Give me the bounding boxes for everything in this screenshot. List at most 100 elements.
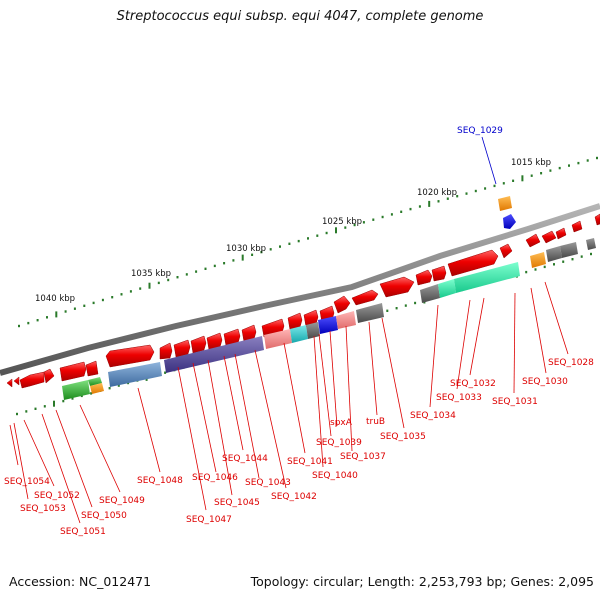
feature-arrow-blue: [503, 214, 516, 229]
feature-bar-green: [62, 380, 90, 400]
inner-tick: [80, 394, 83, 398]
label-leader-line: [223, 355, 244, 451]
scale-label-1040: 1040 kbp: [35, 294, 75, 304]
feature-bar-blue: [318, 316, 338, 334]
gene-arrow: [541, 230, 557, 244]
scale-tick: [55, 311, 58, 318]
inner-tick: [525, 270, 528, 274]
gene-label-seq-1047: SEQ_1047: [186, 515, 232, 525]
scale-tick: [549, 169, 552, 172]
gene-label-seq-1042: SEQ_1042: [271, 492, 317, 502]
label-leader-line: [23, 419, 55, 487]
feature-bar-teal: [438, 279, 456, 298]
scale-tick: [279, 245, 281, 248]
gene-arrow: [206, 332, 223, 351]
scale-tick: [390, 213, 393, 216]
scale-tick: [101, 298, 104, 302]
scale-tick: [437, 200, 440, 203]
scale-tick: [73, 307, 76, 310]
scale-tick: [297, 239, 300, 243]
scale-tick: [316, 234, 319, 237]
gene-arrow: [59, 361, 87, 382]
scale-tick: [456, 195, 459, 198]
label-leader-line: [234, 353, 260, 479]
gene-arrow: [415, 269, 433, 286]
inner-tick: [590, 252, 592, 256]
gene-arrow: [85, 360, 99, 377]
feature-bar-gray: [420, 284, 440, 303]
inner-tick: [395, 307, 398, 310]
feature-bar-steelblue: [108, 362, 162, 387]
gene-arrow: [173, 339, 191, 358]
gene-arrow: [594, 213, 600, 226]
scale-tick: [530, 174, 533, 177]
gene-label-seq-1050: SEQ_1050: [81, 511, 127, 521]
gene-label-seq-1048: SEQ_1048: [137, 476, 183, 486]
inner-tick: [34, 407, 37, 410]
scale-tick: [372, 218, 375, 221]
gene-arrow: [190, 335, 207, 354]
scale-label-1015: 1015 kbp: [511, 158, 551, 168]
label-leader-line: [456, 299, 471, 390]
scale-tick: [111, 296, 114, 299]
gene-label-seq-1052: SEQ_1052: [34, 491, 80, 501]
feature-bar-cyan: [290, 325, 308, 343]
scale-tick: [36, 319, 39, 322]
gene-label-seq-1054: SEQ_1054: [4, 477, 50, 487]
label-leader-line: [481, 136, 497, 185]
gene-label-seq-1034: SEQ_1034: [410, 411, 456, 421]
gene-label-seq-1035: SEQ_1035: [380, 432, 426, 442]
scale-tick: [381, 215, 384, 219]
feature-bar-orange: [530, 252, 546, 268]
label-leader-line: [530, 287, 547, 374]
inner-tick: [414, 301, 417, 305]
scale-tick: [251, 253, 254, 256]
label-leader-line: [318, 333, 332, 437]
scale-tick: [484, 187, 487, 190]
scale-tick: [400, 210, 403, 213]
inner-tick: [386, 309, 389, 312]
scale-tick: [157, 281, 160, 285]
scale-label-1035: 1035 kbp: [131, 269, 171, 279]
label-leader-line: [313, 335, 324, 468]
gene-label-seq-1044: SEQ_1044: [222, 454, 268, 464]
scale-tick: [335, 227, 337, 234]
gene-label-seq-1051: SEQ_1051: [60, 527, 106, 537]
gene-label-seq-1028: SEQ_1028: [548, 358, 594, 368]
label-leader-line: [177, 366, 207, 511]
gene-arrow: [351, 289, 379, 306]
gene-label-seq-1037: SEQ_1037: [340, 452, 386, 462]
gene-label-seq-1040: SEQ_1040: [312, 471, 358, 481]
scale-tick: [568, 164, 570, 167]
label-leader-line: [207, 359, 233, 496]
label-leader-line: [192, 362, 217, 473]
label-leader-line: [513, 292, 516, 394]
feature-bar-gray: [356, 303, 384, 323]
gene-label-seq-1053: SEQ_1053: [20, 504, 66, 514]
scale-tick: [502, 182, 505, 185]
label-leader-line: [79, 404, 121, 493]
feature-bar-teal: [454, 262, 520, 293]
scale-tick: [167, 278, 170, 282]
genome-summary: Topology: circular; Length: 2,253,793 bp…: [250, 574, 594, 589]
label-leader-line: [283, 342, 306, 454]
gene-label-seq-1031: SEQ_1031: [492, 397, 538, 407]
gene-arrow: [19, 371, 45, 389]
accession: Accession: NC_012471: [9, 574, 152, 589]
scale-tick: [596, 156, 598, 160]
scale-tick: [204, 267, 207, 270]
inner-tick: [43, 405, 46, 408]
inner-tick: [62, 399, 65, 403]
label-leader-line: [137, 387, 161, 473]
label-leader-line: [381, 317, 405, 429]
scale-tick: [64, 310, 67, 313]
label-leader-line: [9, 424, 19, 466]
gene-label-seq-1045: SEQ_1045: [214, 498, 260, 508]
scale-tick: [428, 200, 431, 207]
scale-tick: [213, 264, 216, 268]
inner-tick: [543, 265, 546, 269]
feature-bar-purple: [164, 336, 264, 373]
gene-arrow: [43, 368, 55, 384]
gene-arrow: [241, 324, 257, 343]
